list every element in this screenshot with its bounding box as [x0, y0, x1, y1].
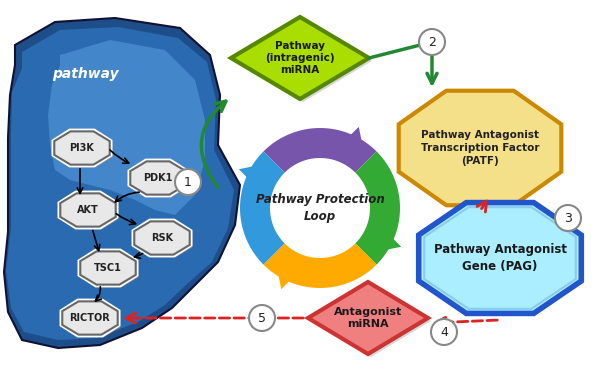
Polygon shape [331, 127, 366, 162]
Text: Pathway Protection
Loop: Pathway Protection Loop [256, 193, 385, 223]
Polygon shape [136, 223, 192, 257]
Circle shape [419, 29, 445, 55]
Circle shape [431, 319, 457, 345]
Text: PDK1: PDK1 [143, 173, 173, 183]
Text: AKT: AKT [77, 205, 99, 215]
Polygon shape [366, 219, 401, 254]
Text: pathway: pathway [52, 67, 119, 81]
Text: 5: 5 [258, 311, 266, 325]
Text: 3: 3 [564, 211, 572, 225]
Polygon shape [59, 299, 121, 338]
Polygon shape [48, 40, 205, 215]
Text: RSK: RSK [151, 233, 173, 243]
Polygon shape [234, 20, 372, 102]
Polygon shape [240, 151, 284, 264]
Polygon shape [398, 91, 562, 205]
Polygon shape [54, 131, 110, 164]
Circle shape [555, 205, 581, 231]
Text: 1: 1 [184, 176, 192, 188]
Polygon shape [62, 301, 118, 335]
Circle shape [249, 305, 275, 331]
Polygon shape [62, 195, 118, 229]
Polygon shape [58, 191, 118, 229]
Polygon shape [355, 151, 400, 264]
Text: Pathway Antagonist
Gene (PAG): Pathway Antagonist Gene (PAG) [433, 243, 566, 273]
Text: Antagonist
miRNA: Antagonist miRNA [334, 307, 402, 329]
Polygon shape [80, 251, 136, 285]
Polygon shape [308, 282, 428, 354]
Polygon shape [4, 18, 240, 348]
Text: Pathway Antagonist
Transcription Factor
(PATF): Pathway Antagonist Transcription Factor … [421, 130, 539, 166]
Polygon shape [128, 159, 188, 197]
Circle shape [175, 169, 201, 195]
Polygon shape [424, 207, 576, 309]
Polygon shape [64, 303, 120, 336]
Polygon shape [82, 253, 138, 286]
Polygon shape [419, 203, 581, 313]
Text: PI3K: PI3K [70, 143, 94, 153]
Circle shape [272, 160, 368, 256]
Polygon shape [6, 27, 234, 340]
Polygon shape [263, 128, 377, 173]
Text: Pathway
(intragenic)
miRNA: Pathway (intragenic) miRNA [265, 41, 335, 75]
Polygon shape [130, 162, 186, 195]
Polygon shape [56, 134, 112, 167]
Polygon shape [311, 285, 431, 357]
Polygon shape [239, 162, 274, 197]
Polygon shape [131, 219, 193, 257]
Polygon shape [134, 221, 190, 255]
Polygon shape [132, 163, 188, 197]
Polygon shape [263, 243, 377, 288]
Polygon shape [231, 17, 369, 99]
Text: 4: 4 [440, 326, 448, 339]
Polygon shape [274, 254, 309, 289]
Text: TSC1: TSC1 [94, 263, 122, 273]
Polygon shape [52, 129, 112, 167]
Polygon shape [60, 193, 116, 227]
Text: 2: 2 [428, 35, 436, 48]
Text: RICTOR: RICTOR [70, 313, 110, 323]
Polygon shape [77, 248, 139, 288]
